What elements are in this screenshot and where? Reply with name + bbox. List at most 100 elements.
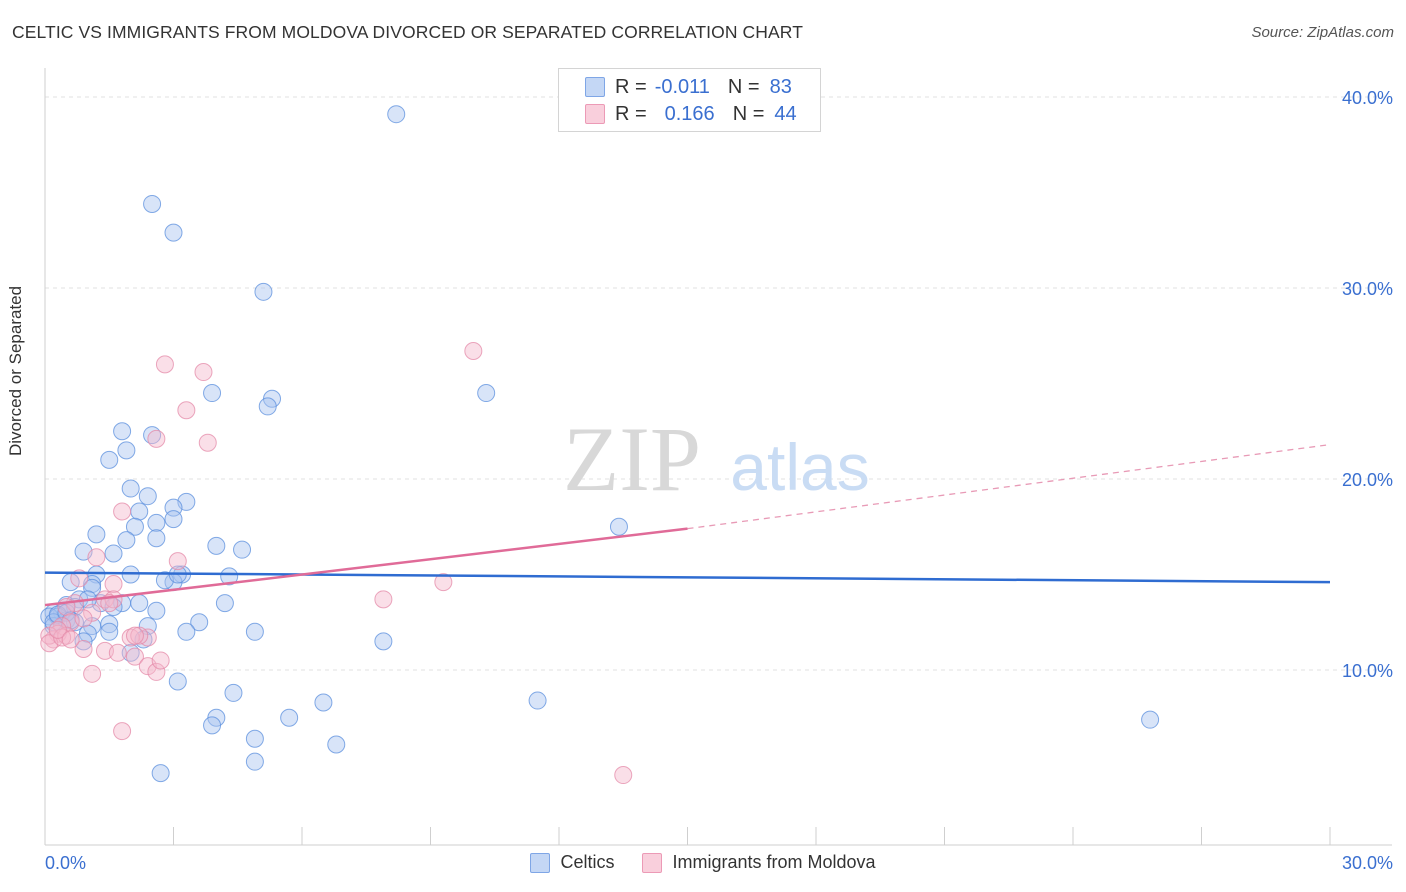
trend-extension-moldova bbox=[687, 443, 1331, 530]
point-celtics bbox=[147, 601, 166, 620]
grid-lines bbox=[45, 96, 1392, 671]
point-celtics bbox=[207, 536, 226, 555]
trend-line-celtics bbox=[44, 571, 1331, 584]
legend-swatch-celtics bbox=[530, 852, 551, 873]
y-tick-label: 20.0% bbox=[1342, 470, 1393, 490]
point-celtics bbox=[280, 708, 299, 727]
trend-lines bbox=[44, 443, 1331, 607]
point-moldova bbox=[147, 662, 166, 681]
point-moldova bbox=[113, 722, 132, 741]
point-celtics bbox=[83, 578, 102, 597]
point-moldova bbox=[177, 401, 196, 420]
legend-swatch-moldova bbox=[642, 852, 663, 873]
point-celtics bbox=[100, 450, 119, 469]
x-tick-label: 30.0% bbox=[1342, 853, 1393, 873]
point-moldova bbox=[464, 342, 483, 361]
point-moldova bbox=[125, 626, 144, 645]
trend-line-moldova bbox=[44, 527, 688, 607]
legend-r-label: R = bbox=[615, 75, 647, 98]
point-celtics bbox=[164, 510, 183, 529]
point-moldova bbox=[147, 429, 166, 448]
legend-r-label: R = bbox=[615, 102, 647, 125]
point-celtics bbox=[100, 622, 119, 641]
point-moldova bbox=[61, 630, 80, 649]
point-celtics bbox=[387, 105, 406, 124]
point-celtics bbox=[258, 397, 277, 416]
x-tick-label: 0.0% bbox=[45, 853, 86, 873]
point-celtics bbox=[104, 544, 123, 563]
point-celtics bbox=[203, 384, 222, 403]
point-celtics bbox=[113, 422, 132, 441]
point-celtics bbox=[125, 517, 144, 536]
point-celtics bbox=[117, 531, 136, 550]
point-celtics bbox=[147, 513, 166, 532]
point-celtics bbox=[374, 632, 393, 651]
y-tick-label: 10.0% bbox=[1342, 661, 1393, 681]
legend-swatch-celtics bbox=[585, 77, 605, 97]
point-moldova bbox=[74, 639, 93, 658]
point-celtics bbox=[224, 683, 243, 702]
point-celtics bbox=[168, 672, 187, 691]
chart-title: CELTIC VS IMMIGRANTS FROM MOLDOVA DIVORC… bbox=[12, 22, 803, 42]
legend-n-value: 83 bbox=[769, 75, 792, 98]
point-moldova bbox=[87, 548, 106, 567]
tick-labels: 10.0% 20.0% 30.0% 40.0% 0.0% 30.0% bbox=[45, 88, 1393, 873]
point-celtics bbox=[215, 594, 234, 613]
point-celtics bbox=[245, 729, 264, 748]
point-moldova bbox=[83, 603, 102, 622]
point-celtics bbox=[528, 691, 547, 710]
point-celtics bbox=[117, 441, 136, 460]
point-celtics bbox=[147, 529, 166, 548]
y-tick-label: 40.0% bbox=[1342, 88, 1393, 108]
legend-n-label: N = bbox=[727, 75, 760, 98]
y-tick-label: 30.0% bbox=[1342, 279, 1393, 299]
point-celtics bbox=[177, 622, 196, 641]
point-moldova bbox=[108, 643, 127, 662]
point-celtics bbox=[164, 223, 183, 242]
legend-row-moldova: R = 0.166 N = 44 bbox=[585, 102, 797, 126]
axes bbox=[44, 68, 1392, 846]
y-axis-label: Divorced or Separated bbox=[6, 285, 25, 456]
legend-item-moldova: Immigrants from Moldova bbox=[642, 852, 876, 873]
point-celtics bbox=[314, 693, 333, 712]
point-celtics bbox=[151, 764, 170, 783]
point-celtics bbox=[130, 594, 149, 613]
watermark-zip: ZIP bbox=[563, 408, 701, 510]
point-celtics bbox=[233, 540, 252, 559]
point-celtics bbox=[1141, 710, 1160, 729]
point-celtics bbox=[138, 487, 157, 506]
point-celtics bbox=[87, 525, 106, 544]
point-moldova bbox=[194, 363, 213, 382]
point-celtics bbox=[245, 622, 264, 641]
point-moldova bbox=[130, 626, 149, 645]
point-moldova bbox=[198, 433, 217, 452]
point-celtics bbox=[245, 752, 264, 771]
point-celtics bbox=[203, 716, 222, 735]
source-credit: Source: ZipAtlas.com bbox=[1251, 24, 1394, 41]
watermark-atlas: atlas bbox=[730, 430, 869, 504]
watermark: ZIP atlas bbox=[563, 408, 870, 510]
legend-swatch-moldova bbox=[585, 104, 605, 124]
point-moldova bbox=[614, 766, 633, 785]
point-moldova bbox=[155, 355, 174, 374]
correlation-legend: R = -0.011 N = 83 R = 0.166 N = 44 bbox=[558, 68, 821, 132]
point-celtics bbox=[190, 613, 209, 632]
point-celtics bbox=[609, 517, 628, 536]
legend-label-celtics: Celtics bbox=[560, 852, 615, 872]
legend-n-value: 44 bbox=[774, 102, 797, 125]
point-celtics bbox=[254, 282, 273, 301]
point-moldova bbox=[374, 590, 393, 609]
point-moldova bbox=[104, 575, 123, 594]
legend-label-moldova: Immigrants from Moldova bbox=[672, 852, 876, 872]
point-moldova bbox=[74, 609, 93, 628]
point-moldova bbox=[434, 573, 453, 592]
point-moldova bbox=[113, 502, 132, 521]
legend-r-value: 0.166 bbox=[664, 102, 715, 125]
legend-item-celtics: Celtics bbox=[530, 852, 614, 873]
point-moldova bbox=[48, 620, 67, 639]
point-celtics bbox=[143, 194, 162, 213]
point-moldova bbox=[168, 552, 187, 571]
legend-row-celtics: R = -0.011 N = 83 bbox=[585, 75, 792, 99]
point-celtics bbox=[327, 735, 346, 754]
